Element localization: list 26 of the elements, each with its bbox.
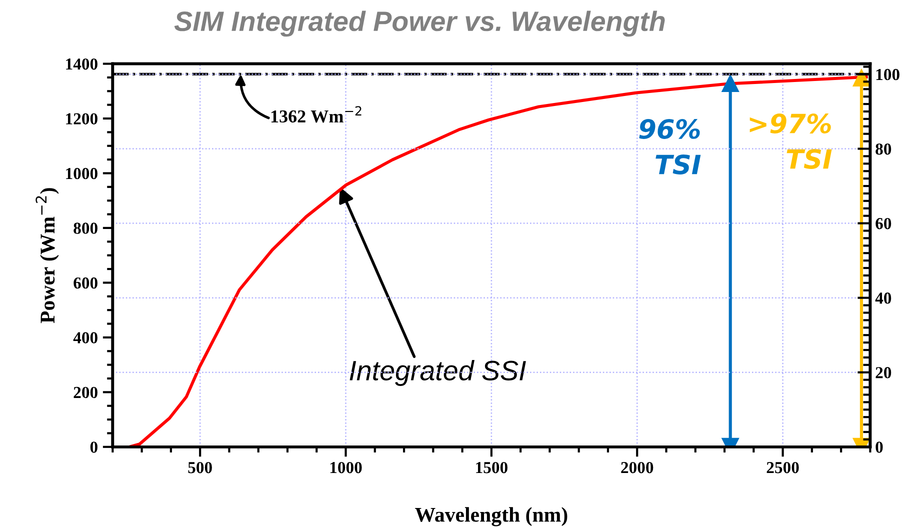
y2-tick-label: 20 (876, 367, 892, 378)
series-label: 96% TSI (639, 118, 701, 174)
x-tick-label: 2500 (766, 462, 799, 474)
y-tick-label: 800 (74, 222, 98, 234)
y-tick-label: 200 (74, 386, 98, 398)
x-tick-label: 2000 (621, 462, 654, 474)
ref-line-label: 1362 Wm$^{−2}$ (271, 106, 362, 123)
y-tick-label: 1400 (66, 58, 98, 70)
y-tick-label: 600 (74, 277, 98, 289)
y-tick-label: 400 (73, 332, 98, 344)
y-tick-label: 1200 (66, 113, 98, 124)
y-tick-label: 0 (90, 442, 98, 453)
y2-tick-label: 100 (876, 68, 900, 80)
y2-tick-label: 60 (876, 218, 892, 230)
series-label: >97% TSI (750, 113, 832, 170)
x-tick-label: 1000 (330, 462, 362, 474)
chart-title: SIM Integrated Power vs. Wavelength (174, 10, 665, 37)
x-tick-label: 500 (188, 462, 212, 474)
y-tick-label: 1000 (66, 168, 98, 180)
x-axis-title: Wavelength (nm) (415, 507, 568, 526)
x-tick-label: 1500 (476, 462, 508, 474)
y2-tick-label: 40 (875, 292, 892, 304)
y-axis-title: Power (Wm$^{−2}$) (36, 188, 59, 324)
y2-tick-label: 80 (876, 143, 892, 155)
annotation: Integrated SSI (350, 360, 526, 386)
y2-tick-label: 0 (876, 442, 883, 453)
